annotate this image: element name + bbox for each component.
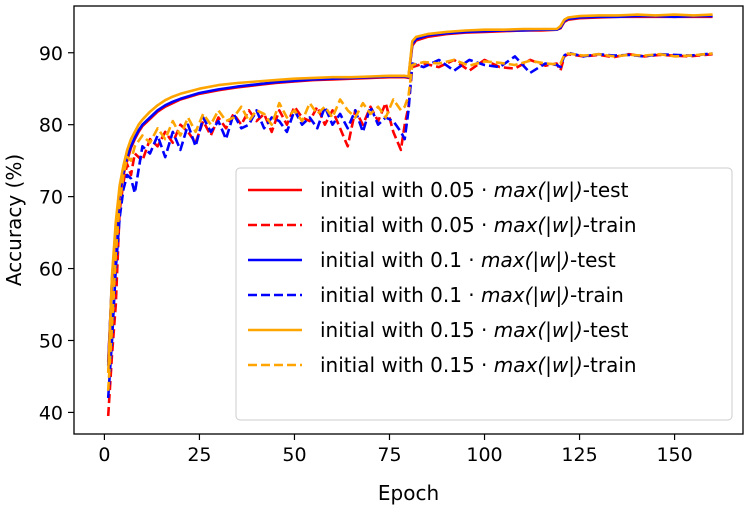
y-axis-ticks: 40 50 60 70 80 90 [39, 43, 74, 424]
series-line-6 [106, 52, 713, 391]
y-tick-label: 50 [39, 330, 63, 352]
legend-label-5: initial with 0.15 · max(|w|)-test [320, 318, 629, 342]
x-tick-label: 75 [377, 444, 401, 466]
series-layer [106, 13, 713, 417]
y-tick-label: 90 [39, 43, 63, 65]
x-axis-ticks: 0 25 50 75 100 125 150 [98, 434, 693, 466]
series-line-2 [106, 52, 713, 417]
legend-label-2: initial with 0.05 · max(|w|)-train [320, 213, 637, 237]
y-tick-label: 80 [39, 115, 63, 137]
legend-label-3: initial with 0.1 · max(|w|)-test [320, 248, 616, 272]
y-tick-label: 60 [39, 259, 63, 281]
y-tick-label: 70 [39, 187, 63, 209]
legend-label-6: initial with 0.15 · max(|w|)-train [320, 353, 637, 377]
x-tick-label: 50 [282, 444, 306, 466]
x-tick-label: 0 [98, 444, 110, 466]
y-tick-label: 40 [39, 402, 63, 424]
y-axis-label: Accuracy (%) [2, 154, 26, 286]
x-tick-label: 25 [187, 444, 211, 466]
x-tick-label: 125 [561, 444, 597, 466]
series-line-5 [106, 13, 713, 373]
legend-label-4: initial with 0.1 · max(|w|)-train [320, 283, 624, 307]
legend-box [235, 167, 733, 421]
x-tick-label: 150 [656, 444, 692, 466]
x-tick-label: 100 [466, 444, 502, 466]
plot-frame [73, 5, 744, 435]
legend-label-1: initial with 0.05 · max(|w|)-test [320, 178, 629, 202]
legend: initial with 0.05 · max(|w|)-test initial… [235, 167, 733, 421]
x-axis-label: Epoch [378, 481, 439, 505]
